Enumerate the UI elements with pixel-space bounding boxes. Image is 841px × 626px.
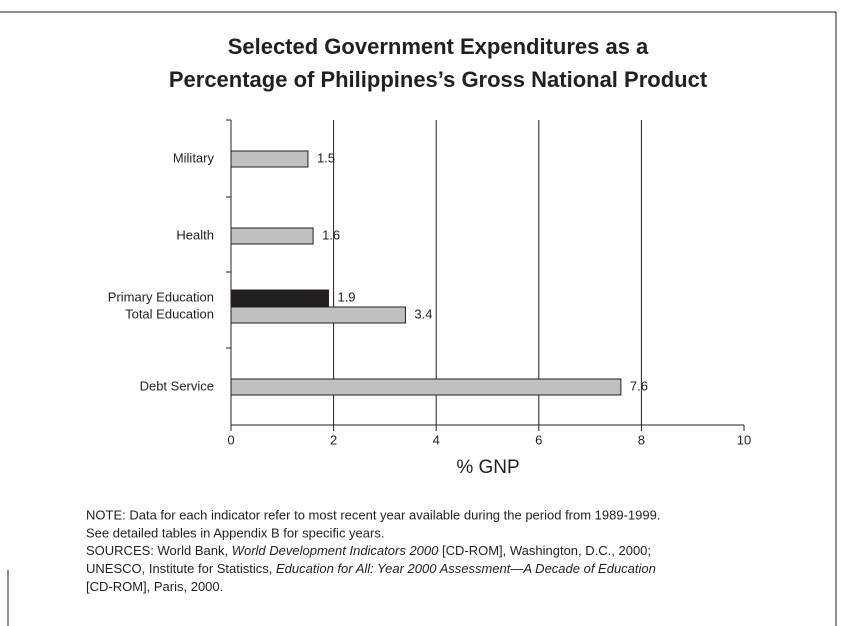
x-tick-label: 8: [638, 432, 645, 447]
bar: [230, 289, 329, 307]
x-tick-label: 2: [330, 432, 337, 447]
sources-segment: UNESCO, Institute for Statistics,: [86, 561, 276, 576]
category-label: Debt Service: [140, 378, 214, 393]
bar: [230, 378, 622, 396]
x-tick-label: 10: [737, 432, 751, 447]
x-tick-label: 4: [433, 432, 440, 447]
category-label: Primary Education: [108, 289, 214, 304]
sources-segment: [CD-ROM], Paris, 2000.: [86, 579, 223, 594]
sources-line: [CD-ROM], Paris, 2000.: [86, 579, 223, 594]
chart-title: Percentage of Philippines’s Gross Nation…: [169, 67, 708, 92]
x-tick-label: 6: [535, 432, 542, 447]
bar: [230, 306, 406, 324]
bar: [230, 150, 309, 168]
value-label: 1.6: [322, 227, 340, 242]
bar: [230, 227, 314, 245]
note-line: NOTE: Data for each indicator refer to m…: [86, 507, 660, 522]
category-label: Total Education: [125, 306, 214, 321]
note-line: See detailed tables in Appendix B for sp…: [86, 525, 384, 540]
value-label: 1.5: [317, 150, 335, 165]
x-axis-title: % GNP: [456, 457, 519, 478]
value-label: 7.6: [630, 378, 648, 393]
sources-segment: World Development Indicators 2000: [232, 543, 439, 558]
sources-line: SOURCES: World Bank, World Development I…: [86, 543, 651, 558]
category-label: Military: [173, 150, 215, 165]
value-label: 1.9: [337, 289, 355, 304]
value-label: 3.4: [414, 306, 432, 321]
sources-line: UNESCO, Institute for Statistics, Educat…: [86, 561, 656, 576]
sources-segment: Education for All: Year 2000 Assessment—…: [276, 561, 656, 576]
sources-segment: SOURCES: World Bank,: [86, 543, 232, 558]
category-label: Health: [176, 227, 214, 242]
x-tick-label: 0: [227, 432, 234, 447]
chart-title: Selected Government Expenditures as a: [228, 34, 649, 59]
sources-segment: [CD-ROM], Washington, D.C., 2000;: [438, 543, 651, 558]
